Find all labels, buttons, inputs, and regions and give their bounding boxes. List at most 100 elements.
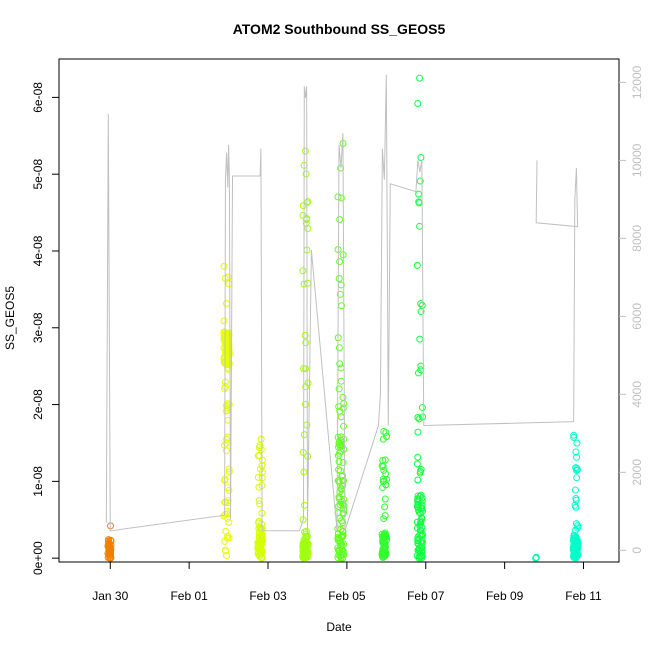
data-point <box>220 359 228 367</box>
data-point <box>222 402 230 410</box>
data-point <box>417 491 425 499</box>
data-point <box>416 492 424 500</box>
data-point <box>418 523 426 531</box>
data-point <box>340 495 348 503</box>
data-point <box>417 518 425 526</box>
y-tick-label: 1e-08 <box>31 466 45 497</box>
data-point <box>255 444 263 452</box>
data-point <box>225 465 233 473</box>
data-point <box>302 339 310 347</box>
data-point <box>339 528 347 536</box>
x-tick-label: Feb 07 <box>407 589 445 603</box>
data-point <box>107 536 115 544</box>
y2-tick-label: 8000 <box>630 225 644 252</box>
x-axis-label: Date <box>326 620 352 634</box>
data-point <box>304 379 312 387</box>
point-cluster <box>569 431 582 562</box>
data-point <box>335 344 343 352</box>
data-point <box>380 466 388 474</box>
data-point <box>222 547 230 555</box>
data-point <box>336 360 344 368</box>
data-point <box>572 503 580 511</box>
data-point <box>304 198 312 206</box>
data-point <box>382 481 390 489</box>
data-point <box>335 439 343 447</box>
data-point <box>380 539 388 547</box>
data-point <box>257 446 265 454</box>
data-point <box>414 100 422 108</box>
data-point <box>416 335 424 343</box>
data-point <box>572 520 580 528</box>
data-point <box>303 532 311 540</box>
data-point <box>413 503 421 511</box>
data-point <box>105 551 113 559</box>
data-point <box>301 501 309 509</box>
y-axis-label: SS_GEOS5 <box>3 286 17 350</box>
data-point <box>414 506 422 514</box>
data-point <box>337 543 345 551</box>
data-point <box>222 439 230 447</box>
data-point <box>299 267 307 275</box>
plot-frame <box>58 58 620 563</box>
y2-tick-label: 12000 <box>630 65 644 99</box>
data-point <box>258 532 266 540</box>
data-point <box>570 431 578 439</box>
data-point <box>254 550 262 558</box>
data-point <box>302 365 310 373</box>
data-point <box>301 331 309 339</box>
y-tick-label: 6e-08 <box>31 82 45 113</box>
data-point <box>379 463 387 471</box>
data-point <box>415 545 423 553</box>
y2-axis: 0 2000 4000 6000 8000 10000 12000 <box>619 65 644 554</box>
data-point <box>256 500 264 508</box>
data-point <box>416 531 424 539</box>
y-tick-label: 2e-08 <box>31 389 45 420</box>
data-point <box>573 524 581 532</box>
data-point <box>302 383 310 391</box>
x-tick-label: Feb 01 <box>170 589 208 603</box>
data-point <box>414 533 422 541</box>
data-point <box>570 534 578 542</box>
data-point <box>378 530 386 538</box>
data-point <box>378 462 386 470</box>
data-point <box>257 524 265 532</box>
data-point <box>302 527 310 535</box>
y-tick-label: 0e+00 <box>31 541 45 575</box>
point-cluster <box>413 74 427 562</box>
data-point <box>573 464 581 472</box>
x-axis: Jan 30 Feb 01 Feb 03 Feb 05 Feb 07 Feb 09 Feb … <box>92 562 602 603</box>
data-point <box>419 413 427 421</box>
data-point <box>225 518 233 526</box>
data-point <box>572 526 580 534</box>
y2-tick-label: 10000 <box>630 143 644 177</box>
data-point <box>301 400 309 408</box>
data-point <box>336 514 344 522</box>
x-tick-label: Feb 11 <box>565 589 602 603</box>
chart-title: ATOM2 Southbound SS_GEOS5 <box>233 21 446 37</box>
data-point <box>573 453 581 461</box>
data-point <box>572 551 580 559</box>
data-point <box>413 261 421 269</box>
data-point <box>337 413 345 421</box>
data-point <box>223 300 231 308</box>
data-point <box>573 474 581 482</box>
data-point <box>379 435 387 443</box>
data-point <box>257 435 265 443</box>
data-point <box>335 403 343 411</box>
data-point <box>337 539 345 547</box>
data-point <box>301 147 309 155</box>
data-point <box>255 528 263 536</box>
data-point <box>339 510 347 518</box>
y2-tick-label: 4000 <box>630 381 644 408</box>
data-point <box>221 537 229 545</box>
data-point <box>223 435 231 443</box>
data-point <box>340 422 348 430</box>
data-point <box>413 460 421 468</box>
data-point <box>335 385 343 393</box>
data-point <box>381 456 389 464</box>
data-point <box>381 547 389 555</box>
data-point <box>335 274 343 282</box>
data-point <box>225 280 233 288</box>
point-cluster <box>104 522 115 562</box>
data-point <box>413 524 421 532</box>
